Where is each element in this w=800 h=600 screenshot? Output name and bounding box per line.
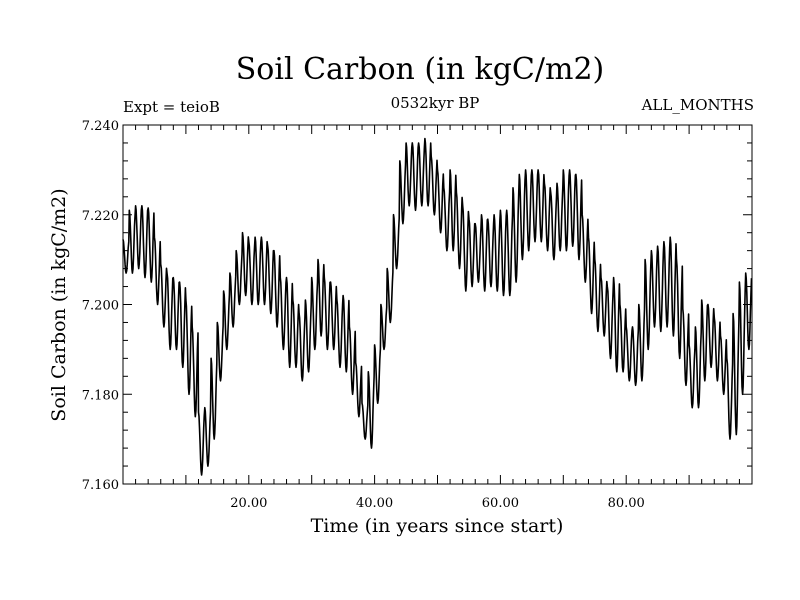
x-tick-label: 40.00 (356, 496, 393, 511)
series-line-soil-carbon (122, 137, 753, 476)
x-tick-label: 60.00 (482, 496, 519, 511)
period-label: 0532kyr BP (390, 94, 480, 112)
x-axis-label: Time (in years since start) (311, 515, 564, 537)
y-tick-label: 7.180 (82, 388, 119, 403)
x-tick-label: 80.00 (608, 496, 645, 511)
months-label: ALL_MONTHS (641, 96, 754, 114)
experiment-label: Expt = teioB (123, 98, 220, 116)
y-tick-label: 7.200 (82, 299, 119, 314)
y-tick-label: 7.240 (82, 119, 119, 134)
x-tick-label: 20.00 (230, 496, 267, 511)
axis-ticks (122, 124, 753, 485)
chart-title: Soil Carbon (in kgC/m2) (235, 52, 605, 87)
y-axis-label: Soil Carbon (in kgC/m2) (48, 188, 70, 421)
y-tick-label: 7.160 (82, 478, 119, 493)
y-tick-label: 7.220 (82, 209, 119, 224)
axis-tick-labels: 20.00 40.00 60.00 80.00 7.160 7.180 7.200 7.220… (82, 119, 645, 511)
